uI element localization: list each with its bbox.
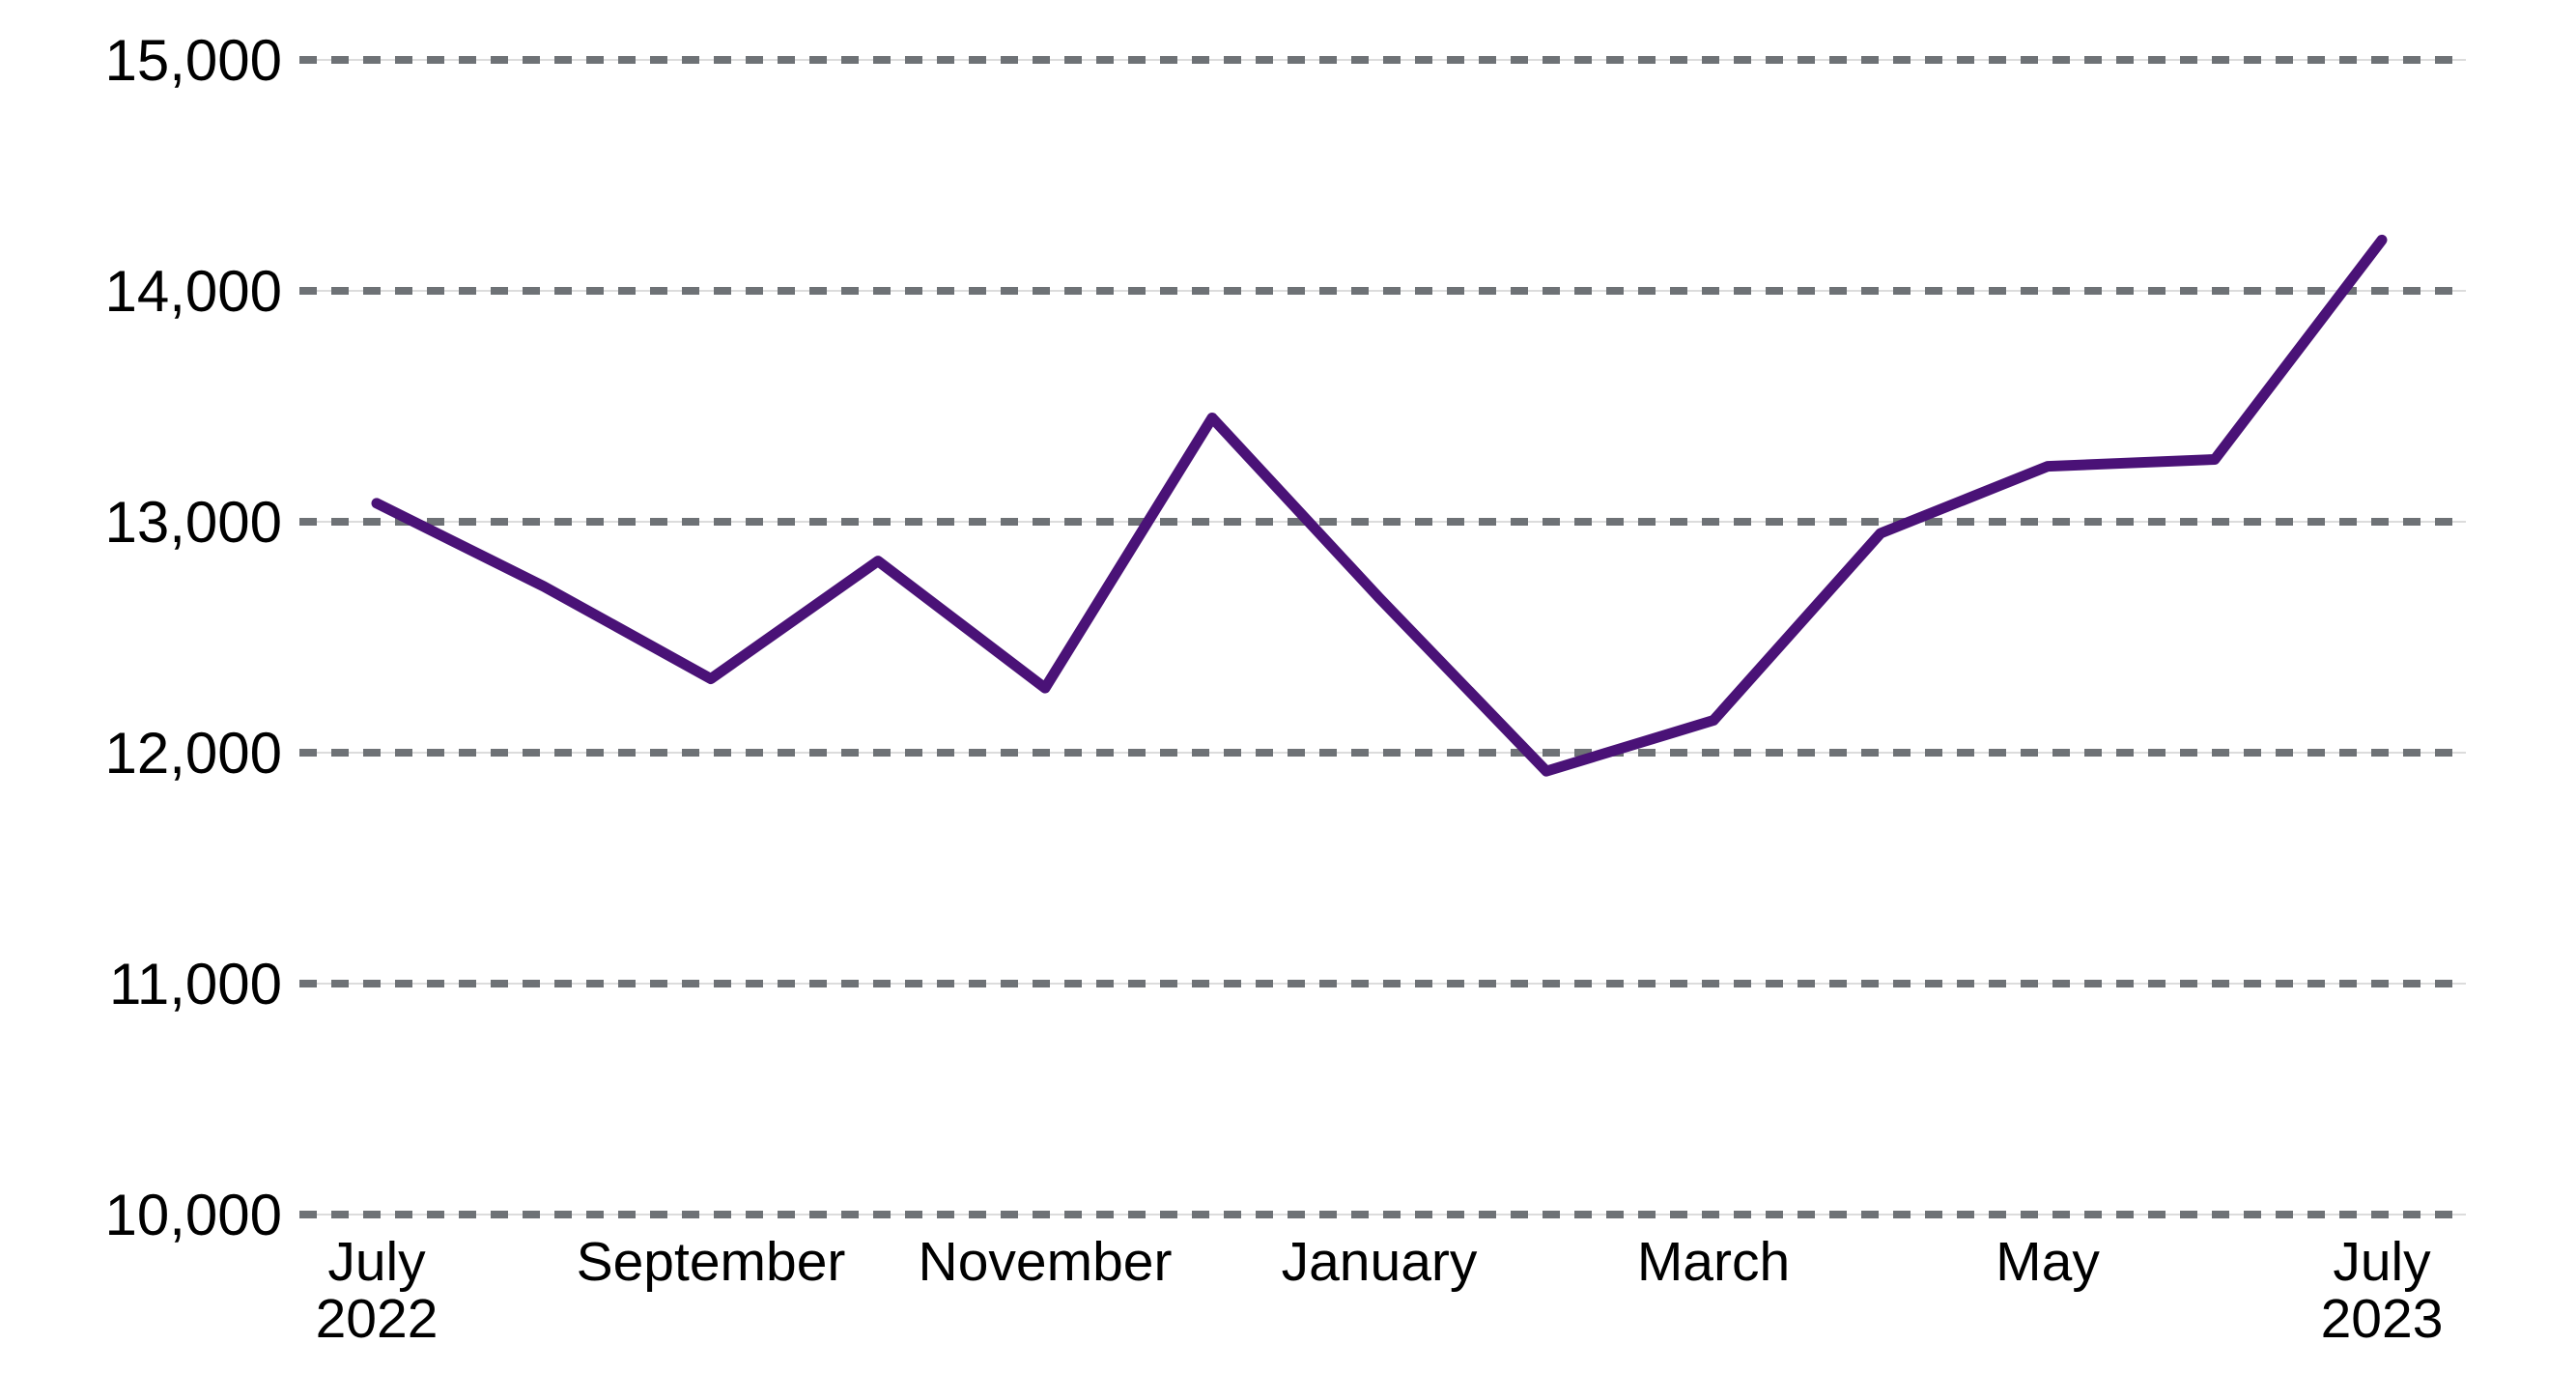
x-axis-tick-label: March <box>1637 1231 1790 1293</box>
y-axis-tick-label: 11,000 <box>109 952 282 1016</box>
x-axis-tick-label: July 2022 <box>316 1231 439 1350</box>
y-axis-tick-label: 12,000 <box>104 721 282 786</box>
y-axis-tick-label: 10,000 <box>104 1183 282 1247</box>
y-axis-labels-group: 15,000 14,000 13,000 12,000 11,000 10,000 <box>104 28 282 1247</box>
y-axis-tick-label: 13,000 <box>104 490 282 555</box>
x-axis-tick-label: May <box>1996 1231 2100 1293</box>
x-axis-labels-group: July 2022 September November January March May… <box>316 1231 2444 1350</box>
x-axis-tick-label: July 2023 <box>2321 1231 2444 1350</box>
gridlines-group <box>299 56 2466 1218</box>
y-axis-tick-label: 15,000 <box>104 28 282 93</box>
series-group <box>371 234 2388 777</box>
y-axis-tick-label: 14,000 <box>104 259 282 324</box>
x-axis-tick-label: November <box>919 1231 1173 1293</box>
x-axis-tick-label: January <box>1282 1231 1478 1293</box>
data-series-line <box>371 234 2388 777</box>
x-axis-tick-label: September <box>577 1231 846 1293</box>
